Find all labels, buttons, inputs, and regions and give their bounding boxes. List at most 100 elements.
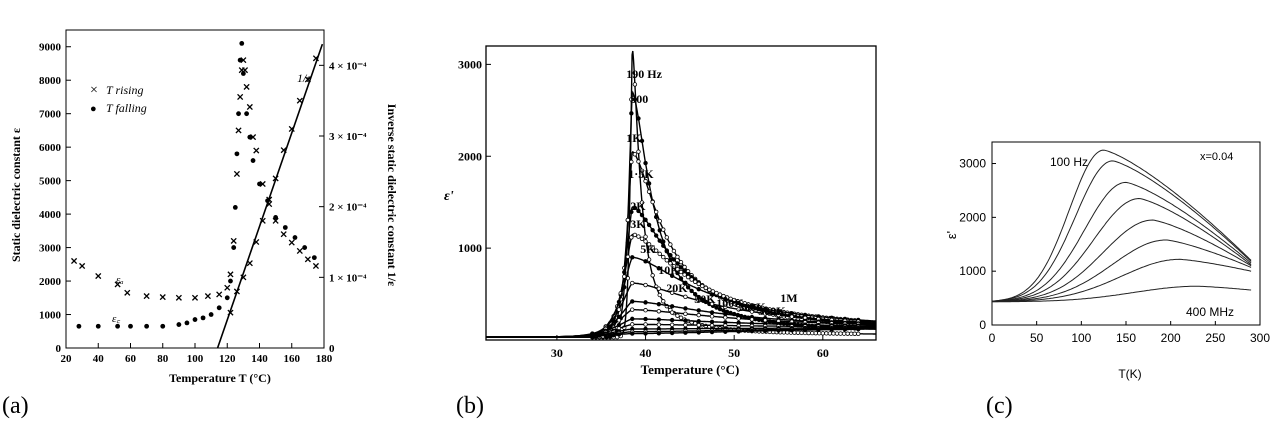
series-label: 20K — [666, 281, 688, 295]
data-point — [668, 261, 673, 266]
data-point — [636, 116, 641, 121]
data-point — [707, 287, 712, 292]
data-point-dot — [144, 323, 150, 329]
data-point — [643, 178, 648, 184]
data-point-cross — [288, 239, 295, 246]
x-tick-label: 20 — [61, 353, 73, 365]
x-tick-label: 40 — [93, 353, 105, 365]
data-point-dot — [292, 235, 298, 240]
data-point — [709, 329, 715, 335]
data-point — [632, 205, 638, 211]
chart-c-ylabel: ε' — [944, 231, 959, 239]
data-point-cross — [95, 272, 102, 280]
data-point — [629, 235, 634, 240]
data-point — [643, 322, 648, 327]
data-point — [656, 309, 662, 314]
data-point — [709, 310, 715, 315]
data-point-cross — [204, 293, 211, 300]
data-point — [682, 264, 687, 270]
data-point-cross — [79, 262, 86, 270]
data-point — [636, 159, 641, 164]
data-point — [831, 331, 836, 336]
chart-c-xlabel: T(K) — [1118, 367, 1141, 381]
data-point — [632, 82, 638, 87]
data-point-dot — [237, 57, 243, 63]
data-point — [671, 264, 677, 269]
x-tick-label: 50 — [1030, 331, 1044, 345]
chart-a: 20 40 60 80 100 120 140 160 18001000200030004000… — [9, 29, 399, 385]
data-point — [723, 329, 728, 334]
data-point — [678, 265, 684, 270]
y-tick-label: 2000 — [959, 210, 986, 224]
data-point-dot — [231, 245, 237, 250]
data-point — [675, 267, 680, 272]
data-point — [683, 306, 688, 311]
series-line — [991, 181, 1252, 302]
data-point — [763, 318, 768, 323]
data-point — [616, 318, 622, 323]
data-point-dot — [192, 317, 198, 322]
data-point — [692, 291, 698, 297]
y-tick-label: 1000 — [39, 310, 62, 322]
y-tick-label: 2000 — [39, 276, 62, 288]
data-point-dot — [200, 315, 206, 321]
y-tick-label: 7000 — [39, 109, 62, 121]
data-point-cross — [304, 256, 311, 263]
data-point — [827, 331, 833, 336]
series-label: 5K — [640, 242, 656, 256]
x-tick-label: 100 — [187, 353, 204, 365]
data-point-cross — [280, 231, 287, 238]
data-point — [661, 299, 666, 304]
data-point-dot — [247, 134, 253, 140]
data-point-dot — [244, 111, 250, 117]
data-point-cross — [246, 103, 253, 111]
data-point — [668, 257, 673, 262]
data-point — [643, 160, 648, 166]
series-label: 100K — [716, 296, 744, 310]
data-point-cross — [114, 281, 121, 288]
data-point — [650, 228, 655, 233]
chart-b-xlabel: Temperature (°C) — [641, 362, 740, 377]
data-point — [675, 261, 680, 266]
data-point-dot — [232, 205, 238, 210]
data-point — [636, 234, 641, 239]
data-point-cross — [233, 170, 240, 177]
data-point — [625, 254, 631, 259]
y-tick-label: 5000 — [39, 176, 62, 188]
chart-a-ylabel: Static dielectric constant ε — [9, 128, 23, 262]
data-point — [639, 212, 645, 218]
data-point — [653, 209, 659, 215]
data-point — [776, 328, 781, 333]
chart-a-marks — [71, 40, 324, 349]
data-point — [763, 311, 768, 316]
data-point — [643, 316, 648, 322]
series-label: 1K — [626, 131, 642, 145]
y-tick-label: 3000 — [458, 57, 482, 71]
data-point — [650, 245, 655, 250]
chart-b-ylabel: ε' — [444, 189, 454, 204]
data-point-dot — [184, 320, 190, 326]
panel-label-b: (b) — [456, 393, 484, 419]
data-point — [630, 307, 635, 312]
series-label: 10K — [658, 263, 680, 277]
chart-a-frame — [65, 29, 325, 349]
data-point — [736, 316, 741, 321]
data-point — [749, 317, 755, 322]
data-point — [664, 235, 670, 240]
data-point — [696, 319, 701, 324]
y-tick-label: 9000 — [39, 42, 62, 54]
data-point — [657, 218, 662, 224]
data-point — [646, 222, 652, 228]
y2-tick-label: 2 × 10⁻⁴ — [329, 202, 367, 214]
y-tick-label: 0 — [979, 318, 986, 332]
annotation-x: x=0.04 — [1200, 151, 1233, 163]
data-point-dot — [224, 295, 230, 301]
data-point-cross — [224, 284, 231, 291]
data-point — [689, 288, 694, 294]
data-point — [650, 273, 655, 278]
data-point — [683, 294, 688, 299]
data-point-cross — [230, 237, 237, 244]
data-point — [696, 286, 701, 292]
data-point — [671, 248, 677, 254]
data-point-cross — [312, 262, 319, 270]
